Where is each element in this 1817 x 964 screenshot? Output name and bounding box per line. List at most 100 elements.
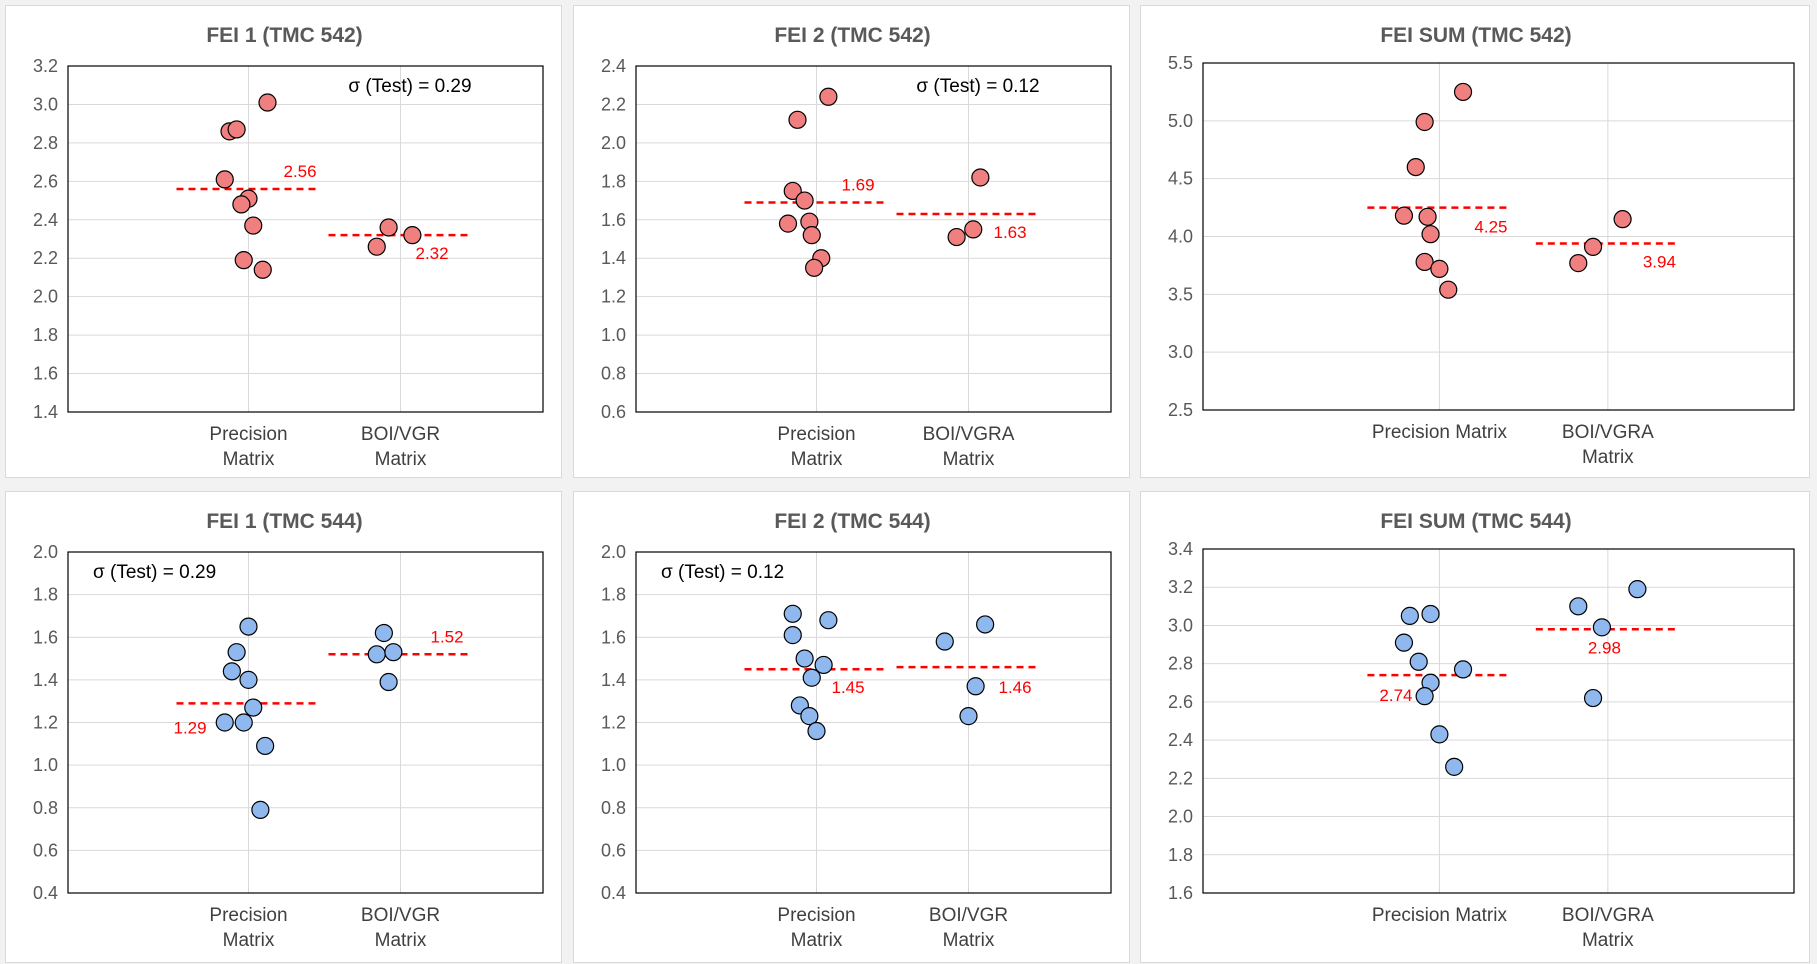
- x-category-label: Matrix: [943, 449, 995, 470]
- y-tick-label: 1.4: [33, 402, 58, 422]
- data-point: [215, 170, 234, 189]
- data-point: [234, 713, 253, 732]
- data-point: [244, 216, 263, 235]
- data-point: [966, 677, 985, 696]
- y-tick-label: 3.0: [1168, 615, 1193, 635]
- y-tick-label: 1.4: [601, 670, 626, 690]
- x-category-label: Precision Matrix: [1372, 905, 1508, 926]
- data-point: [795, 649, 814, 668]
- sigma-annotation: σ (Test) = 0.29: [93, 562, 216, 583]
- y-tick-label: 1.4: [33, 670, 58, 690]
- chart-title: FEI 1 (TMC 542): [206, 24, 362, 47]
- data-point: [1583, 237, 1603, 257]
- data-point: [1394, 633, 1414, 652]
- x-category-label: BOI/VGR: [929, 905, 1008, 926]
- y-tick-label: 2.0: [33, 542, 58, 562]
- data-point: [1418, 207, 1437, 226]
- chart-title: FEI SUM (TMC 544): [1380, 510, 1571, 533]
- x-category-label: BOI/VGR: [361, 905, 440, 926]
- mean-label: 1.45: [832, 678, 865, 697]
- data-point: [778, 214, 798, 233]
- data-point: [215, 713, 234, 732]
- chart-feisum-tmc542: FEI SUM (TMC 542) 2.5 3.0 3.5 4.0 4.5 5.0 5.5 Pr…: [1140, 5, 1810, 478]
- data-point: [971, 168, 990, 187]
- data-point: [367, 645, 386, 664]
- data-point: [234, 251, 253, 270]
- data-point: [1453, 660, 1473, 679]
- data-point: [802, 226, 821, 245]
- y-tick-label: 1.6: [601, 210, 626, 230]
- x-category-label: Precision: [777, 905, 855, 926]
- data-point: [805, 258, 824, 277]
- data-point: [783, 604, 802, 623]
- plot-area: [67, 65, 544, 413]
- y-tick-label: 2.2: [601, 94, 626, 114]
- y-tick-label: 2.8: [1168, 654, 1193, 674]
- chart-title: FEI 2 (TMC 544): [774, 510, 930, 533]
- data-point: [1421, 604, 1440, 624]
- data-point: [1613, 210, 1632, 229]
- y-tick-label: 1.0: [33, 755, 58, 775]
- data-point: [227, 643, 246, 662]
- y-tick-label: 0.6: [33, 840, 58, 860]
- y-tick-label: 2.0: [33, 287, 58, 307]
- data-point: [239, 617, 258, 636]
- data-point: [1415, 687, 1434, 706]
- x-category-label: Matrix: [1582, 447, 1634, 468]
- mean-label: 4.25: [1474, 218, 1507, 237]
- x-category-label: BOI/VGRA: [1562, 905, 1654, 926]
- mean-label: 1.29: [174, 718, 207, 737]
- data-point: [814, 655, 833, 675]
- y-tick-label: 4.5: [1168, 169, 1193, 189]
- mean-label: 2.98: [1588, 638, 1621, 657]
- y-tick-label: 0.4: [601, 883, 626, 903]
- chart-feisum-tmc544: FEI SUM (TMC 544) 1.6 1.8 2.0 2.2 2.4 2.6 2.8 3.…: [1140, 491, 1810, 963]
- y-tick-label: 2.6: [33, 171, 58, 191]
- y-tick-label: 5.5: [1168, 53, 1193, 73]
- y-tick-label: 1.4: [601, 248, 626, 268]
- data-point: [379, 218, 398, 237]
- chart-svg: FEI 1 (TMC 542) 1.4 1.6 1.8 2.0 2.2 2.4 2.6 2.8 3…: [33, 24, 544, 470]
- sigma-annotation: σ (Test) = 0.29: [348, 76, 471, 97]
- x-category-label: Matrix: [375, 449, 427, 470]
- y-tick-label: 0.6: [601, 402, 626, 422]
- data-point: [1415, 112, 1434, 132]
- data-point: [258, 93, 277, 112]
- data-point: [227, 120, 246, 139]
- x-category-label: Precision: [209, 424, 287, 445]
- data-point: [374, 623, 393, 643]
- data-point: [1569, 597, 1588, 616]
- data-point: [256, 736, 275, 756]
- x-category-label: Matrix: [791, 449, 843, 470]
- y-tick-label: 1.8: [601, 171, 626, 191]
- y-tick-label: 0.6: [601, 840, 626, 860]
- y-tick-label: 3.5: [1168, 284, 1193, 304]
- y-tick-label: 2.4: [1168, 730, 1193, 750]
- data-point: [222, 662, 241, 681]
- x-category-label: Matrix: [223, 930, 275, 951]
- y-tick-label: 1.0: [601, 325, 626, 345]
- data-point: [807, 721, 826, 741]
- y-tick-label: 1.2: [601, 713, 626, 733]
- mean-label: 1.63: [994, 223, 1027, 242]
- y-tick-label: 0.8: [601, 798, 626, 818]
- data-point: [959, 707, 978, 726]
- y-tick-label: 1.6: [33, 627, 58, 647]
- y-tick-label: 1.6: [1168, 883, 1193, 903]
- data-point: [819, 87, 838, 106]
- data-point: [1430, 725, 1449, 744]
- mean-label: 2.74: [1379, 686, 1412, 705]
- y-tick-label: 1.2: [601, 287, 626, 307]
- x-category-label: Precision: [777, 424, 855, 445]
- y-tick-label: 1.6: [601, 627, 626, 647]
- data-point: [783, 626, 802, 645]
- chart-svg: FEI 1 (TMC 544) 0.4 0.6 0.8 1.0 1.2 1.4 1.6 1.8 2…: [33, 510, 544, 951]
- plot-area: [635, 65, 1112, 413]
- data-point: [1445, 757, 1464, 776]
- data-point: [239, 670, 258, 689]
- data-point: [1406, 158, 1425, 177]
- y-tick-label: 1.8: [1168, 845, 1193, 865]
- chart-title: FEI SUM (TMC 542): [1380, 24, 1571, 47]
- y-tick-label: 0.8: [601, 364, 626, 384]
- y-tick-label: 1.8: [33, 325, 58, 345]
